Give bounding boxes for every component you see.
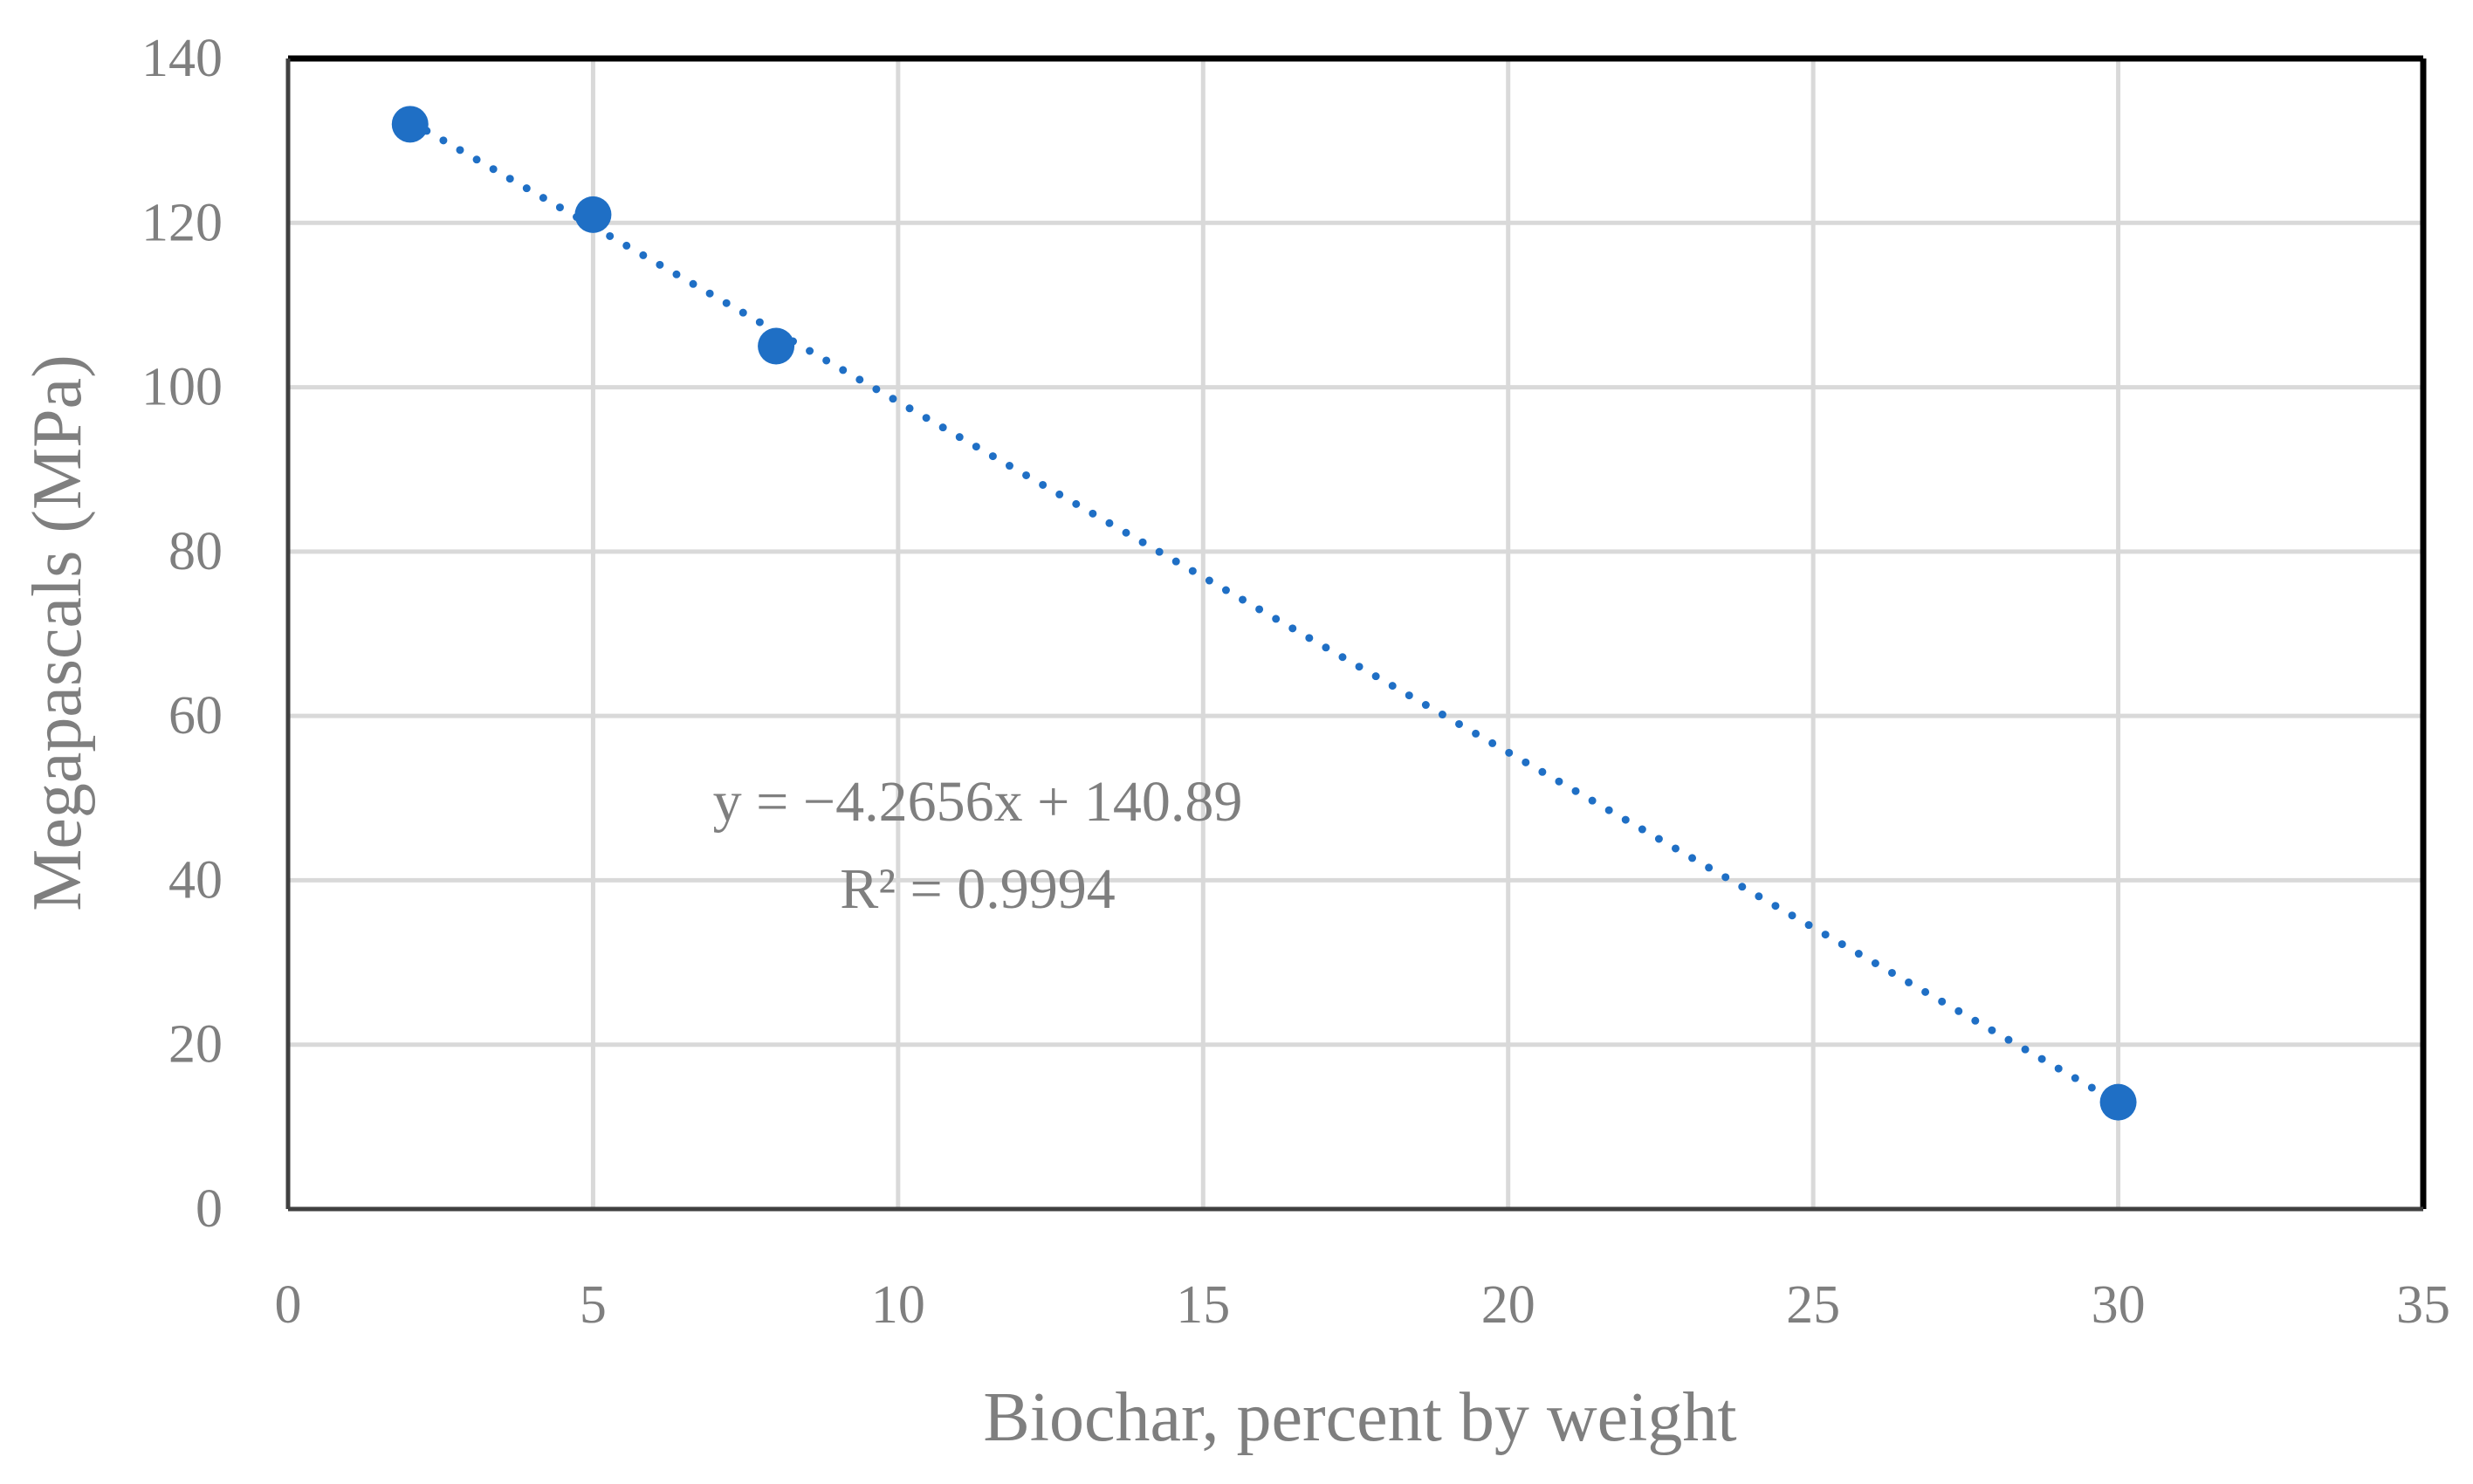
x-tick-label: 15 — [1176, 1275, 1230, 1335]
x-tick-label: 25 — [1786, 1275, 1840, 1335]
data-point — [758, 327, 795, 365]
x-tick-label: 35 — [2396, 1275, 2450, 1335]
y-tick-label: 80 — [168, 522, 223, 581]
trendline-equation: y = −4.2656x + 140.89 — [713, 770, 1243, 834]
y-tick-label: 40 — [168, 850, 223, 910]
x-tick-label: 20 — [1481, 1275, 1535, 1335]
trendline-path — [406, 117, 2123, 1107]
y-tick-label: 20 — [168, 1015, 223, 1075]
y-axis-title: Megapascals (MPa) — [19, 354, 96, 911]
y-tick-label: 0 — [196, 1179, 223, 1239]
tick-labels: 0 5 10 15 20 25 30 35 0 20 40 60 80 100 120 140 — [141, 29, 2450, 1335]
gridlines — [285, 56, 2426, 1212]
x-tick-label: 10 — [871, 1275, 925, 1335]
plot-frame — [285, 55, 2427, 1212]
x-tick-label: 5 — [580, 1275, 607, 1335]
trendline — [406, 117, 2123, 1107]
y-tick-label: 140 — [141, 29, 223, 88]
data-points — [391, 106, 2137, 1121]
x-tick-label: 30 — [2092, 1275, 2146, 1335]
r-squared-label: R² = 0.9994 — [840, 857, 1116, 921]
y-tick-label: 60 — [168, 686, 223, 745]
y-tick-label: 120 — [141, 193, 223, 252]
x-tick-label: 0 — [275, 1275, 302, 1335]
data-point — [574, 196, 612, 233]
y-tick-label: 100 — [141, 358, 223, 417]
data-point — [391, 106, 429, 143]
x-axis-title: Biochar, percent by weight — [983, 1379, 1736, 1456]
data-point — [2099, 1083, 2137, 1121]
